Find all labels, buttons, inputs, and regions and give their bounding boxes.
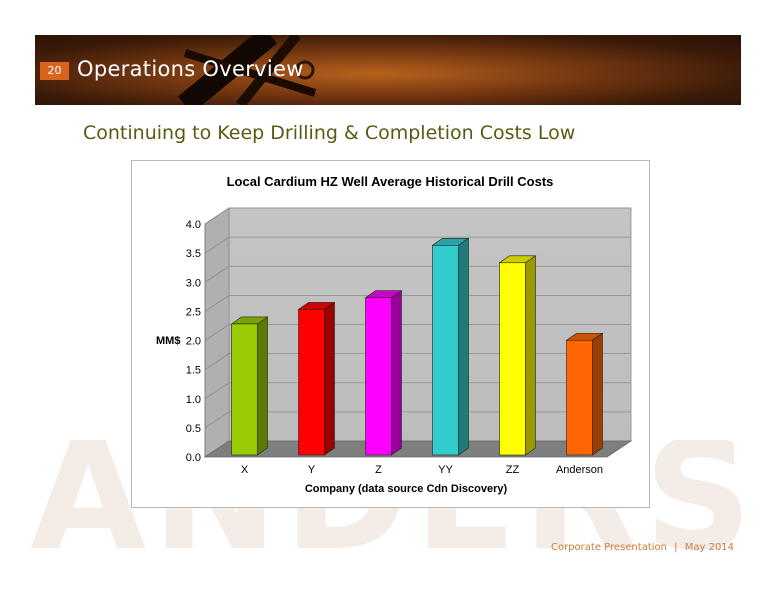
bar-z [364,290,403,456]
bar-front [365,297,392,456]
gridline [204,236,631,254]
x-tick-label: Z [375,464,382,476]
y-tick-label: 3.0 [186,277,201,289]
x-tick-label: Y [308,464,316,476]
bar-front [499,262,526,456]
y-tick-label: 0.5 [186,423,201,435]
page-number-badge: 20 [40,62,69,80]
bar-side [525,255,536,456]
x-axis-label: Company (data source Cdn Discovery) [305,483,508,495]
bar-chart: Local Cardium HZ Well Average Historical… [156,174,633,495]
page-title: Operations Overview [77,57,304,81]
bar-front [231,323,258,456]
gridline [204,382,631,400]
header-banner: 20 Operations Overview [35,35,741,105]
bar-x [230,316,269,456]
footer: Corporate Presentation | May 2014 [551,542,734,553]
bar-front [298,309,325,456]
bar-side [391,290,402,456]
gridline [204,207,631,225]
footer-separator: | [674,542,678,553]
bar-side [592,332,603,456]
bar-y [297,301,336,456]
plot-area: 0.0 0.5 1.0 1.5 2.0 2.5 3.0 3.5 4.0 X Y Z YY ZZ Anders… [186,207,633,476]
x-tick-label: Anderson [556,464,603,476]
gridline [204,294,631,312]
x-tick-label: YY [438,464,453,476]
y-tick-label: 3.5 [186,248,201,260]
x-tick-label: X [241,464,249,476]
bar-side [324,301,335,456]
gridline [204,353,631,370]
y-axis-label: MM$ [156,335,180,347]
chart-title: Local Cardium HZ Well Average Historical… [227,174,554,189]
bar-anderson [565,332,604,456]
gridline [204,411,631,429]
y-tick-label: 2.5 [186,306,201,318]
footer-label: Corporate Presentation [551,542,667,553]
bar-zz [498,255,537,456]
slide-subtitle: Continuing to Keep Drilling & Completion… [83,122,576,144]
bar-yy [431,237,470,456]
y-tick-label: 0.0 [186,452,201,464]
bar-front [432,245,459,456]
bar-front [566,339,593,456]
gridline [204,265,631,283]
footer-date: May 2014 [684,542,735,553]
y-tick-label: 2.0 [186,336,201,348]
y-tick-label: 1.5 [186,365,201,377]
drilling-rig-image [178,35,317,105]
x-tick-label: ZZ [506,464,520,476]
bar-side [257,316,268,456]
gridline [204,324,631,341]
chart-frame: Local Cardium HZ Well Average Historical… [131,160,650,508]
bar-side [458,237,469,456]
y-tick-label: 1.0 [186,394,201,406]
y-tick-label: 4.0 [186,219,201,231]
